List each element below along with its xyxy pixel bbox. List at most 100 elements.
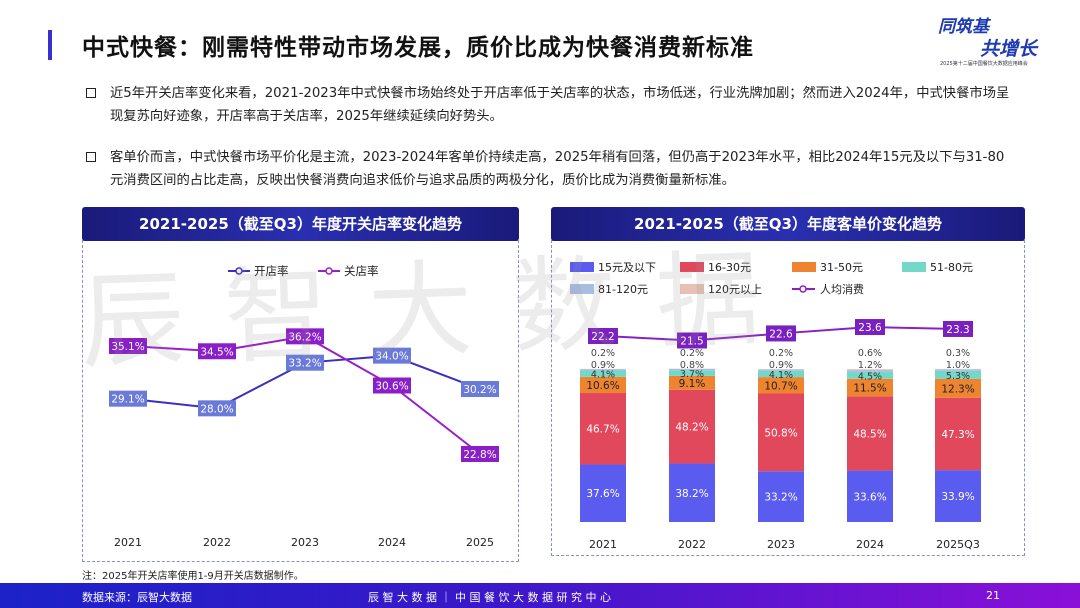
data-label-bg [109, 390, 147, 407]
bar-segment-1 [935, 397, 981, 471]
bar-segment-5 [847, 369, 893, 371]
footnote: 注：2025年开关店率使用1-9月开关店数据制作。 [82, 571, 304, 582]
bar-label: 48.5% [853, 428, 886, 440]
data-label: 34.5% [200, 346, 233, 358]
bar-segment-2 [847, 378, 893, 397]
data-label-bg [109, 338, 147, 354]
page-number: 21 [986, 589, 1000, 602]
legend-marker [325, 267, 333, 275]
bar-label: 38.2% [675, 488, 708, 500]
bullet-2: 客单价而言，中式快餐市场平价化是主流，2023-2024年客单价持续走高，202… [86, 146, 1016, 192]
data-label-bg [286, 328, 324, 345]
x-tick-label: 2021 [589, 538, 617, 551]
bar-segment-3 [758, 370, 804, 378]
data-label: 30.2% [463, 384, 496, 396]
x-tick-label: 2023 [767, 538, 795, 551]
avg-spend-label-bg [943, 320, 973, 337]
data-label-bg [373, 347, 411, 364]
bar-label: 0.6% [858, 348, 882, 359]
bar-label: 48.2% [675, 422, 708, 434]
bar-segment-2 [669, 375, 715, 390]
bar-label: 0.9% [591, 360, 615, 371]
x-tick-label: 2023 [291, 536, 319, 549]
footer-bar: 数据来源：辰智大数据 辰 智 大 数 据 ｜ 中 国 餐 饮 大 数 据 研 究… [0, 583, 1080, 608]
data-label: 35.1% [111, 341, 144, 353]
series-line-1 [127, 335, 481, 455]
data-label: 33.2% [288, 358, 321, 370]
bar-label: 0.3% [946, 348, 970, 359]
avg-spend-label-bg [677, 332, 707, 349]
bar-label: 4.1% [591, 370, 615, 381]
bar-label: 1.2% [858, 360, 882, 371]
bar-label: 1.0% [946, 360, 970, 371]
bar-segment-2 [580, 376, 626, 394]
bar-segment-1 [847, 396, 893, 471]
bar-segment-4 [580, 369, 626, 371]
avg-spend-label-bg [766, 325, 796, 342]
bullet-text: 近5年开关店率变化来看，2021-2023年中式快餐市场始终处于开店率低于关店率… [110, 86, 1010, 124]
bar-label: 0.8% [680, 360, 704, 371]
avg-spend-label-bg [588, 328, 618, 344]
avg-spend-label: 22.6 [769, 328, 793, 340]
bar-label: 0.2% [769, 348, 793, 359]
legend-label: 人均消费 [820, 282, 864, 296]
title-accent-bar [48, 30, 52, 60]
bar-label: 37.6% [586, 488, 619, 500]
event-logo: 同筑基 共增长 2025第十二届中国餐饮大数据应用峰会 [930, 8, 1065, 70]
bar-label: 46.7% [586, 424, 619, 436]
bar-segment-0 [669, 463, 715, 522]
x-tick-label: 2021 [114, 536, 142, 549]
data-label-bg [286, 354, 324, 371]
data-label: 29.1% [111, 394, 144, 406]
bar-label: 10.7% [764, 380, 797, 392]
bar-segment-0 [847, 470, 893, 522]
bar-label: 11.5% [853, 383, 886, 395]
right-chart-title: 2021-2025（截至Q3）年度客单价变化趋势 [551, 207, 1025, 241]
data-label: 28.0% [200, 403, 233, 415]
legend-label: 16-30元 [708, 261, 751, 274]
bar-label: 10.6% [586, 380, 619, 392]
avg-spend-label: 21.5 [680, 335, 703, 347]
data-label-bg [198, 343, 236, 360]
x-tick-label: 2024 [856, 538, 884, 551]
x-tick-label: 2024 [378, 536, 406, 549]
bar-label: 0.2% [680, 348, 704, 359]
bar-label: 33.6% [853, 491, 886, 503]
page-title: 中式快餐：刚需特性带动市场发展，质价比成为快餐消费新标准 [82, 35, 754, 61]
bar-label: 33.9% [941, 491, 974, 503]
data-label-bg [198, 400, 236, 417]
legend-label: 81-120元 [598, 283, 648, 296]
legend-swatch [792, 262, 816, 272]
legend-label: 51-80元 [930, 261, 973, 274]
bar-label: 0.2% [591, 348, 615, 359]
bar-label: 50.8% [764, 427, 797, 439]
data-source: 数据来源：辰智大数据 [82, 591, 192, 604]
legend-marker [235, 267, 243, 275]
bar-label: 0.9% [769, 360, 793, 371]
avg-spend-label: 22.2 [591, 331, 614, 343]
data-label-bg [461, 381, 499, 398]
x-tick-label: 2022 [203, 536, 231, 549]
bar-label: 12.3% [941, 383, 974, 395]
bar-segment-3 [580, 370, 626, 377]
bar-label: 4.5% [858, 371, 882, 382]
legend-label: 31-50元 [820, 261, 863, 274]
avg-spend-label: 23.6 [858, 322, 882, 334]
bar-segment-0 [580, 464, 626, 522]
logo-line-2: 共增长 [980, 38, 1038, 60]
data-label-bg [461, 445, 499, 462]
data-label: 36.2% [288, 331, 321, 343]
bar-segment-0 [758, 471, 804, 522]
legend-swatch [680, 262, 704, 272]
bar-label: 47.3% [941, 429, 974, 441]
x-tick-label: 2025 [466, 536, 494, 549]
bullet-1: 近5年开关店率变化来看，2021-2023年中式快餐市场始终处于开店率低于关店率… [86, 82, 1016, 128]
legend-label: 15元及以下 [598, 261, 656, 274]
avg-spend-label: 23.3 [946, 324, 969, 336]
legend-label: 关店率 [344, 264, 379, 278]
bar-segment-0 [935, 470, 981, 522]
legend-swatch [902, 262, 926, 272]
legend-marker [799, 285, 807, 293]
bar-segment-3 [669, 370, 715, 376]
